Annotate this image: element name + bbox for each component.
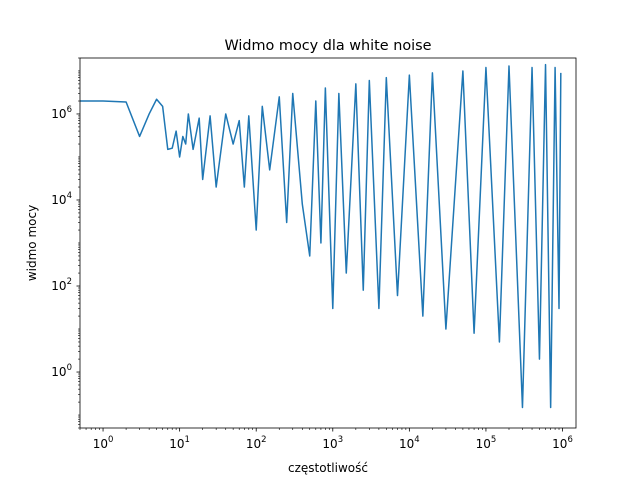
x-tick-label-base: 10 — [246, 437, 261, 451]
x-tick-label-exponent: 6 — [567, 435, 572, 445]
x-axis-label: częstotliwość — [288, 461, 368, 475]
x-tick-label: 103 — [322, 435, 343, 451]
x-tick-label-exponent: 3 — [338, 435, 343, 445]
y-tick-label-exponent: 6 — [67, 105, 72, 115]
y-tick-label: 106 — [51, 105, 72, 121]
x-tick-label: 102 — [246, 435, 267, 451]
x-tick-label-base: 10 — [93, 437, 108, 451]
x-tick-label-base: 10 — [169, 437, 184, 451]
x-tick-label: 105 — [476, 435, 497, 451]
y-tick-label: 104 — [51, 191, 72, 207]
y-tick-label-base: 10 — [51, 193, 66, 207]
x-tick-label-base: 10 — [322, 437, 337, 451]
x-tick-label-base: 10 — [476, 437, 491, 451]
series-line-0 — [80, 63, 562, 409]
x-tick-label-base: 10 — [399, 437, 414, 451]
x-tick-label: 100 — [93, 435, 114, 451]
x-tick-label-exponent: 2 — [261, 435, 266, 445]
x-tick-label: 104 — [399, 435, 420, 451]
x-tick-label: 101 — [169, 435, 190, 451]
y-tick-label-exponent: 4 — [67, 191, 72, 201]
y-axis-label: widmo mocy — [25, 205, 39, 281]
y-tick-label-base: 10 — [51, 279, 66, 293]
x-tick-label-exponent: 0 — [108, 435, 113, 445]
x-tick-label-exponent: 1 — [185, 435, 190, 445]
y-tick-label-base: 10 — [51, 365, 66, 379]
chart-title: Widmo mocy dla white noise — [224, 38, 431, 54]
y-tick-label: 100 — [51, 363, 72, 379]
x-tick-label: 106 — [552, 435, 573, 451]
x-tick-label-base: 10 — [552, 437, 567, 451]
y-tick-label-exponent: 0 — [67, 363, 72, 373]
x-tick-label-exponent: 4 — [414, 435, 419, 445]
y-tick-label: 102 — [51, 277, 72, 293]
y-tick-label-exponent: 2 — [67, 277, 72, 287]
y-tick-label-base: 10 — [51, 107, 66, 121]
x-tick-label-exponent: 5 — [491, 435, 496, 445]
series-layer — [80, 63, 562, 409]
